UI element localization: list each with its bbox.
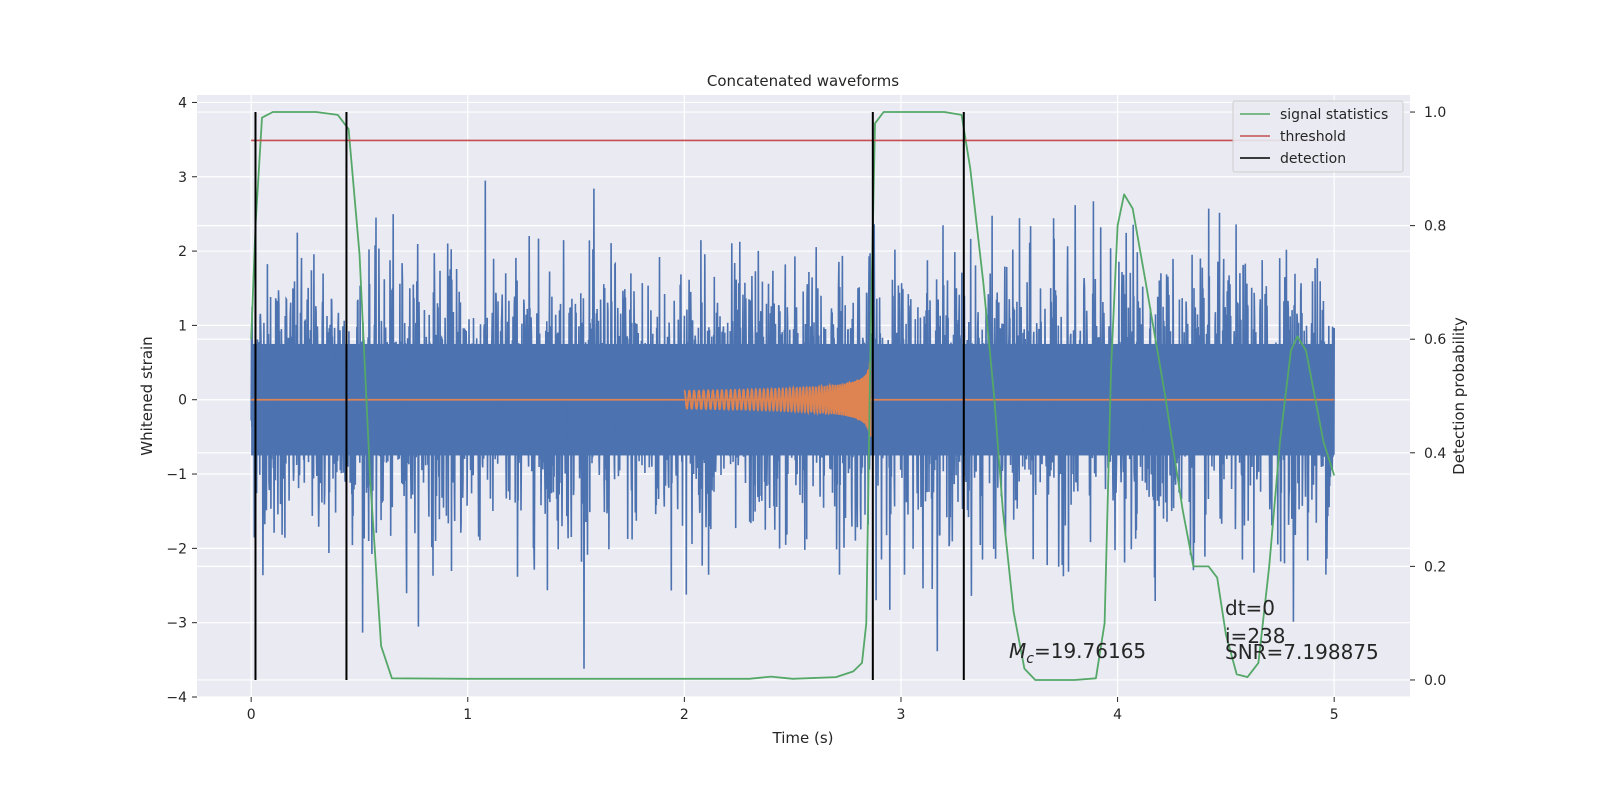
right-y-axis-label: Detection probability [1450,317,1468,475]
y-tick-label: −4 [166,690,187,706]
x-tick-label: 1 [463,707,472,723]
index-annotation: i=238 [1225,624,1286,648]
y-tick-label: −1 [166,467,187,483]
y2-tick-label: 1.0 [1424,105,1446,121]
x-tick-label: 4 [1113,707,1122,723]
x-tick-label: 3 [897,707,906,723]
detection-series [254,112,965,680]
y2-tick-label: 0.0 [1424,673,1446,689]
chirp-mass-value: =19.76165 [1034,639,1146,663]
annotations: Mc=19.76165 dt=0 i=238 SNR=7.198875 [1009,596,1379,667]
y2-tick-label: 0.2 [1424,559,1446,575]
snr-annotation: SNR=7.198875 [1225,640,1379,664]
y2-tick-label: 0.6 [1424,332,1446,348]
strain-line [250,180,1335,669]
signal-statistics-series [250,111,1336,681]
chirp-mass-subscript: c [1026,651,1034,667]
legend-label-signal-statistics: signal statistics [1280,107,1388,123]
left-y-axis-ticks: −4 −3 −2 −1 0 1 2 3 4 [166,95,197,706]
y2-tick-label: 0.4 [1424,446,1446,462]
x-axis-label: Time (s) [772,729,834,747]
y2-tick-label: 0.8 [1424,219,1446,235]
x-axis-ticks: 0 1 2 3 4 5 [247,697,1339,723]
signal-statistics-line [250,111,1336,681]
y-tick-label: 4 [178,95,187,111]
y-tick-label: 3 [178,170,187,186]
dt-annotation: dt=0 [1225,596,1275,620]
left-y-axis-label: Whitened strain [138,336,156,455]
injected-waveform-series [251,359,1335,438]
legend-label-detection: detection [1280,151,1346,167]
chart-title: Concatenated waveforms [707,72,899,90]
y-tick-label: 1 [178,318,187,334]
x-tick-label: 0 [247,707,256,723]
right-y-axis-ticks: 0.0 0.2 0.4 0.6 0.8 1.0 [1410,105,1446,689]
y-tick-label: 0 [178,393,187,409]
legend-label-threshold: threshold [1280,129,1346,145]
y-tick-label: −2 [166,541,187,557]
x-tick-label: 2 [680,707,689,723]
y-tick-label: −3 [166,616,187,632]
legend: signal statistics threshold detection [1232,100,1404,173]
chirp-mass-symbol: M [1009,639,1026,663]
injected-waveform-line [683,359,872,438]
legend-box [1232,100,1404,173]
x-tick-label: 5 [1330,707,1339,723]
chirp-mass-annotation: Mc=19.76165 [1009,639,1146,667]
y-tick-label: 2 [178,244,187,260]
